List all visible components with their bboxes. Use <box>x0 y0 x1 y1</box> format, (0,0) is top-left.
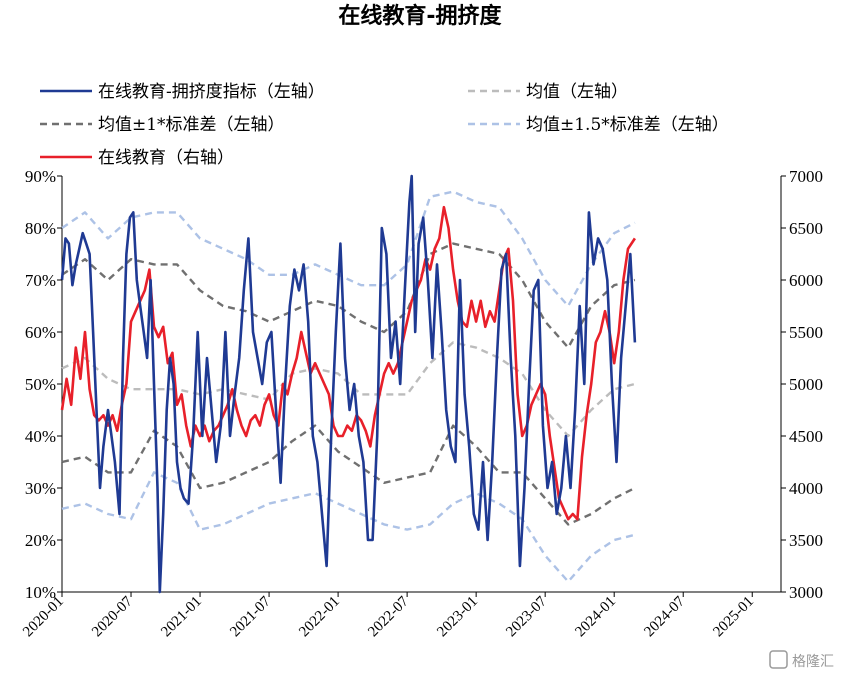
left-axis-ticks: 10% 20% 30% 40% 50% 60% 70% 80% 90% <box>25 167 62 602</box>
left-tick-label: 50% <box>25 375 56 394</box>
right-axis-ticks: 3000 3500 4000 4500 5000 5500 6000 6500 7000 <box>781 167 823 602</box>
series-line <box>61 341 636 438</box>
right-tick-label: 6500 <box>789 219 823 238</box>
legend-label: 均值±1.5*标准差（左轴） <box>526 115 729 135</box>
right-tick-label: 3000 <box>789 583 823 602</box>
plot-area: 10% 20% 30% 40% 50% 60% 70% 80% 90% 3000 3500 4000… <box>20 167 823 640</box>
left-tick-label: 60% <box>25 323 56 342</box>
legend-label: 在线教育（右轴） <box>98 148 234 168</box>
right-tick-label: 6000 <box>789 271 823 290</box>
left-tick-label: 20% <box>25 531 56 550</box>
series-line <box>61 242 636 349</box>
left-tick-label: 40% <box>25 427 56 446</box>
legend-label: 均值（左轴） <box>526 82 628 102</box>
x-tick-label: 2020-07 <box>89 593 136 640</box>
left-tick-label: 10% <box>25 583 56 602</box>
x-axis-ticks: 2020-01 2020-07 2021-01 2021-07 2022-01 2022-… <box>20 592 757 640</box>
right-tick-label: 4500 <box>789 427 823 446</box>
chart-title: 在线教育-拥挤度 <box>338 3 502 29</box>
legend-item: 均值（左轴） <box>468 82 628 102</box>
legend-item: 在线教育-拥挤度指标（左轴） <box>40 82 325 102</box>
watermark: 格隆汇 <box>769 650 834 670</box>
legend: 在线教育-拥挤度指标（左轴） 均值（左轴） 均值±1*标准差（左轴） 均值±1.5*标… <box>40 82 729 168</box>
legend-item: 在线教育（右轴） <box>40 148 234 168</box>
x-tick-label: 2023-07 <box>503 593 550 640</box>
right-tick-label: 5500 <box>789 323 823 342</box>
x-tick-label: 2022-07 <box>365 593 412 640</box>
left-tick-label: 70% <box>25 271 56 290</box>
series-line <box>61 190 636 308</box>
left-tick-label: 30% <box>25 479 56 498</box>
watermark-text: 格隆汇 <box>792 654 834 670</box>
x-tick-label: 2023-01 <box>434 594 481 641</box>
x-tick-label: 2021-07 <box>227 593 274 640</box>
series-line <box>61 424 636 526</box>
left-tick-label: 80% <box>25 219 56 238</box>
right-tick-label: 7000 <box>789 167 823 186</box>
watermark-logo-icon <box>769 650 788 669</box>
x-tick-label: 2021-01 <box>158 594 205 641</box>
right-tick-label: 4000 <box>789 479 823 498</box>
legend-label: 均值±1*标准差（左轴） <box>98 115 285 135</box>
right-tick-label: 5000 <box>789 375 823 394</box>
x-tick-label: 2025-01 <box>710 594 757 641</box>
legend-item: 均值±1*标准差（左轴） <box>40 115 285 135</box>
x-tick-label: 2022-01 <box>296 594 343 641</box>
series-line <box>61 471 636 583</box>
legend-item: 均值±1.5*标准差（左轴） <box>468 115 729 135</box>
series-line <box>60 205 636 521</box>
series-line <box>60 174 637 594</box>
left-tick-label: 90% <box>25 167 56 186</box>
x-tick-label: 2024-01 <box>572 594 619 641</box>
x-tick-label: 2024-07 <box>641 593 688 640</box>
legend-label: 在线教育-拥挤度指标（左轴） <box>98 82 325 102</box>
right-tick-label: 3500 <box>789 531 823 550</box>
